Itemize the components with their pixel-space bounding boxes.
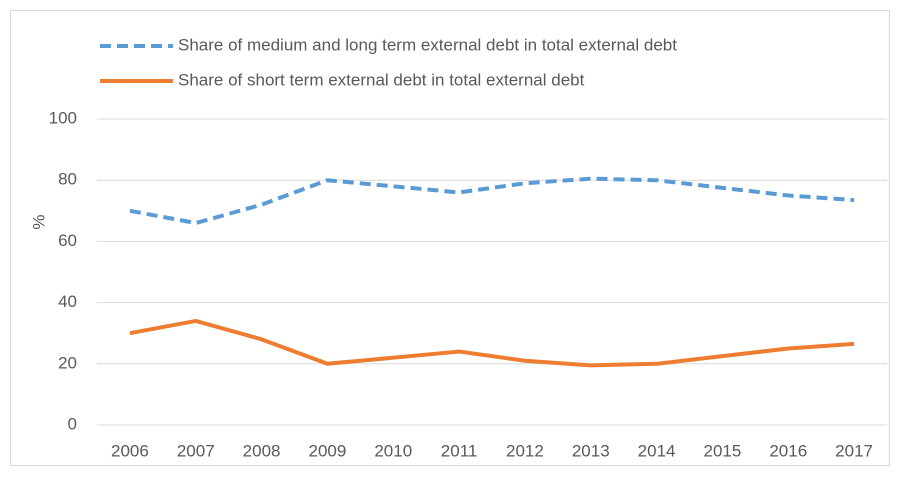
x-tick-label: 2014 [638,441,676,460]
x-tick-label: 2009 [309,441,347,460]
legend-label: Share of medium and long term external d… [178,35,677,54]
x-tick-label: 2007 [177,441,215,460]
x-tick-label: 2008 [243,441,281,460]
y-tick-label: 80 [58,170,77,189]
x-tick-label: 2006 [111,441,149,460]
x-tick-label: 2012 [506,441,544,460]
x-tick-label: 2013 [572,441,610,460]
y-tick-label: 40 [58,292,77,311]
x-tick-label: 2015 [704,441,742,460]
y-tick-label: 60 [58,231,77,250]
x-tick-label: 2017 [835,441,873,460]
x-tick-label: 2011 [441,441,478,460]
x-tick-label: 2010 [374,441,412,460]
y-axis-label: % [29,214,48,229]
legend-label: Share of short term external debt in tot… [178,70,585,89]
series-line [129,318,855,368]
x-tick-label: 2016 [769,441,807,460]
y-tick-label: 100 [49,108,77,127]
y-tick-label: 0 [68,414,77,433]
chart-border [10,10,890,466]
y-tick-label: 20 [58,353,77,372]
series-line [129,176,855,226]
